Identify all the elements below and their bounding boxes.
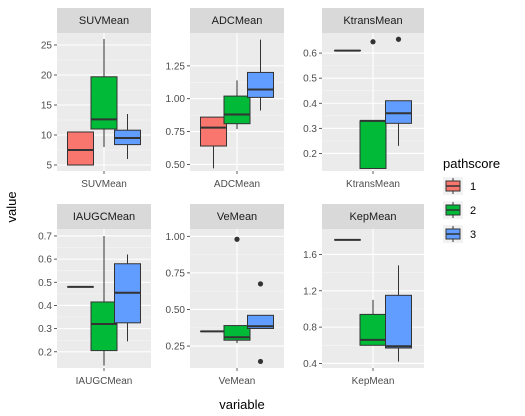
facet-panels: SUVMean 5 10 15 20 25 SUVMean ADCMean 0.50 0.75 1.… xyxy=(38,8,424,387)
y-tick-label: 0.7 xyxy=(38,231,52,242)
y-tick-label: 0.75 xyxy=(166,268,186,279)
box-iqr xyxy=(200,116,227,147)
box-iqr xyxy=(385,100,412,124)
y-tick-label: 25 xyxy=(41,41,53,52)
y-tick-label: 0.6 xyxy=(38,255,52,266)
x-tick-label-IAUGCMean: IAUGCMean xyxy=(76,376,133,387)
box-VeMean-group-3 xyxy=(247,281,274,365)
y-tick-label: 1.00 xyxy=(166,94,186,105)
strip-VeMean xyxy=(190,204,284,229)
y-tick-label: 20 xyxy=(41,71,53,82)
y-tick-label: 0.4 xyxy=(38,301,52,312)
box-iqr xyxy=(359,120,387,169)
y-tick-label: 5 xyxy=(46,161,52,172)
panel-VeMean: VeMean 0.25 0.50 0.75 1.00 VeMean xyxy=(166,204,284,387)
strip-label-SUVMean: SUVMean xyxy=(79,15,129,27)
x-axis-title: variable xyxy=(219,397,265,412)
legend-label-2: 2 xyxy=(470,205,476,217)
strip-label-KepMean: KepMean xyxy=(349,211,396,223)
legend-item-1: 1 xyxy=(443,177,476,195)
box-SUVMean-group-1 xyxy=(67,131,94,166)
box-SUVMean-group-2 xyxy=(90,39,118,147)
legend-title: pathscore xyxy=(443,156,500,171)
box-IAUGCMean-group-3 xyxy=(114,254,141,342)
y-tick-label: 0.2 xyxy=(38,347,52,358)
box-SUVMean-group-3 xyxy=(114,114,141,159)
box-ADCMean-group-3 xyxy=(247,39,274,111)
outlier-point xyxy=(370,39,376,45)
strip-SUVMean xyxy=(57,8,151,33)
y-tick-label: 1.25 xyxy=(166,61,186,72)
y-tick-label: 0.3 xyxy=(303,124,317,135)
strip-IAUGCMean xyxy=(57,204,151,229)
box-iqr xyxy=(90,76,118,130)
strip-KtransMean xyxy=(322,8,424,33)
box-KtransMean-group-2 xyxy=(359,39,387,169)
strip-label-VeMean: VeMean xyxy=(217,211,257,223)
panel-KepMean: KepMean 0.4 0.8 1.2 1.6 KepMean xyxy=(303,204,424,387)
y-tick-label: 1.6 xyxy=(303,250,317,261)
box-iqr xyxy=(90,301,118,352)
box-iqr xyxy=(247,71,274,98)
outlier-point xyxy=(395,36,402,42)
y-tick-label: 0.75 xyxy=(166,127,186,138)
strip-label-ADCMean: ADCMean xyxy=(212,15,263,27)
y-tick-label: 0.50 xyxy=(166,305,186,316)
y-tick-label: 0.5 xyxy=(38,278,52,289)
panel-ADCMean: ADCMean 0.50 0.75 1.00 1.25 ADCMean xyxy=(166,8,284,190)
y-axis-title: value xyxy=(4,191,19,222)
y-tick-label: 0.25 xyxy=(166,342,186,353)
strip-label-KtransMean: KtransMean xyxy=(343,15,402,27)
x-tick-label-KepMean: KepMean xyxy=(352,376,395,387)
x-tick-label-SUVMean: SUVMean xyxy=(81,179,127,190)
y-tick-label: 0.4 xyxy=(303,99,317,110)
box-KtransMean-group-3 xyxy=(385,36,412,146)
x-tick-label-KtransMean: KtransMean xyxy=(346,179,400,190)
y-tick-label: 0.3 xyxy=(38,324,52,335)
box-iqr xyxy=(247,314,274,329)
y-tick-label: 10 xyxy=(41,131,53,142)
outlier-point xyxy=(234,236,240,242)
box-ADCMean-group-1 xyxy=(200,116,227,169)
outlier-point xyxy=(257,358,264,365)
y-tick-label: 0.8 xyxy=(303,323,317,334)
legend-label-1: 1 xyxy=(470,181,476,193)
strip-label-IAUGCMean: IAUGCMean xyxy=(73,211,135,223)
panel-IAUGCMean: IAUGCMean 0.2 0.3 0.4 0.5 0.6 0.7 IAUGCMean xyxy=(38,204,151,387)
strip-KepMean xyxy=(322,204,424,229)
box-IAUGCMean-group-2 xyxy=(90,235,118,366)
legend-item-2: 2 xyxy=(443,201,476,219)
panel-SUVMean: SUVMean 5 10 15 20 25 SUVMean xyxy=(41,8,151,190)
x-tick-label-ADCMean: ADCMean xyxy=(214,179,260,190)
box-VeMean-group-2 xyxy=(223,236,251,344)
y-tick-label: 0.4 xyxy=(303,359,317,370)
x-tick-label-VeMean: VeMean xyxy=(219,376,256,387)
y-tick-label: 15 xyxy=(41,101,53,112)
y-tick-label: 0.2 xyxy=(303,149,317,160)
y-tick-label: 0.6 xyxy=(303,49,317,60)
outlier-point xyxy=(257,281,264,287)
legend: pathscore 1 2 3 xyxy=(443,156,500,243)
box-KepMean-group-2 xyxy=(359,299,387,346)
y-tick-label: 1.00 xyxy=(166,232,186,243)
legend-label-3: 3 xyxy=(470,229,476,241)
y-tick-label: 0.5 xyxy=(303,74,317,85)
y-tick-label: 1.2 xyxy=(303,286,317,297)
box-iqr xyxy=(385,294,412,349)
box-ADCMean-group-2 xyxy=(223,80,251,129)
strip-ADCMean xyxy=(190,8,284,33)
y-tick-label: 0.50 xyxy=(166,160,186,171)
box-iqr xyxy=(67,131,94,166)
box-KepMean-group-3 xyxy=(385,265,412,362)
panel-KtransMean: KtransMean 0.2 0.3 0.4 0.5 0.6 KtransMean xyxy=(303,8,424,190)
legend-item-3: 3 xyxy=(443,225,476,243)
box-iqr xyxy=(223,95,251,125)
